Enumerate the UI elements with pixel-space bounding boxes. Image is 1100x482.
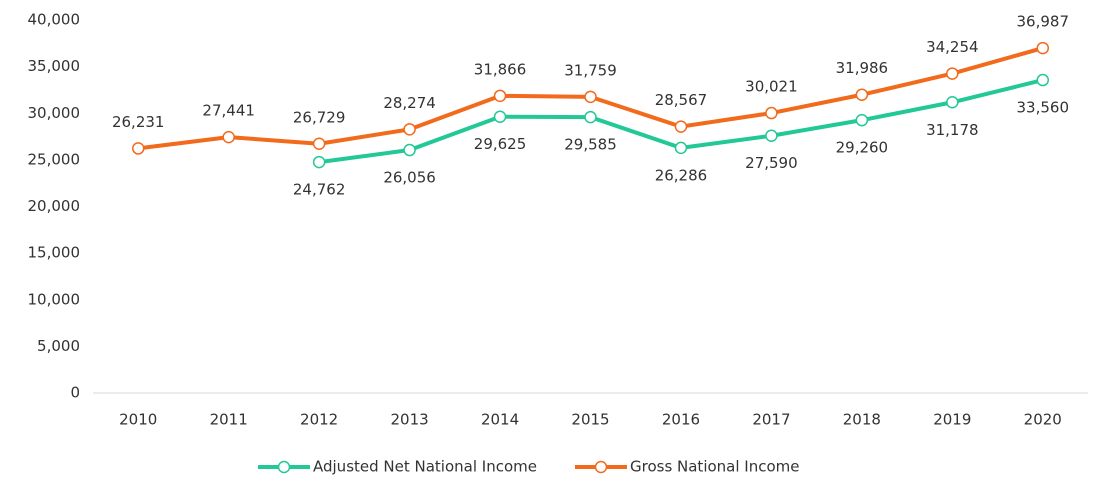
data-point <box>855 88 869 101</box>
data-point <box>1036 41 1050 55</box>
data-point <box>131 142 145 155</box>
y-tick-label: 20,000 <box>28 197 81 215</box>
data-point <box>312 155 326 169</box>
data-point <box>584 90 597 104</box>
data-point <box>674 141 688 155</box>
data-label: 27,441 <box>202 102 255 120</box>
data-label: 26,231 <box>112 113 165 131</box>
data-label: 26,286 <box>655 166 708 184</box>
x-tick-label: 2011 <box>210 411 248 429</box>
data-label: 26,729 <box>293 108 346 126</box>
data-label: 31,178 <box>926 121 979 139</box>
data-point <box>1036 73 1050 87</box>
x-tick-label: 2016 <box>662 411 700 429</box>
data-point <box>222 130 235 144</box>
data-point <box>493 110 507 123</box>
x-tick-label: 2019 <box>933 411 971 429</box>
x-tick-label: 2020 <box>1024 411 1062 429</box>
y-tick-label: 25,000 <box>28 150 81 168</box>
data-label: 29,585 <box>564 136 617 154</box>
legend-marker <box>594 460 608 474</box>
y-tick-label: 10,000 <box>28 290 81 308</box>
data-point <box>403 123 416 136</box>
data-point <box>946 96 959 109</box>
x-tick-label: 2012 <box>300 411 338 429</box>
y-tick-label: 5,000 <box>37 337 80 355</box>
legend-label: Adjusted Net National Income <box>313 458 537 476</box>
data-label: 28,274 <box>383 94 436 112</box>
data-label: 36,987 <box>1017 13 1070 31</box>
data-label: 31,986 <box>836 59 889 77</box>
x-tick-label: 2018 <box>843 411 881 429</box>
data-label: 29,260 <box>836 139 889 157</box>
x-tick-label: 2015 <box>571 411 609 429</box>
data-label: 34,254 <box>926 38 979 56</box>
data-point <box>403 143 416 157</box>
data-point <box>493 89 507 103</box>
data-label: 26,056 <box>383 169 436 187</box>
x-tick-label: 2014 <box>481 411 519 429</box>
data-label: 29,625 <box>474 135 527 153</box>
data-point <box>765 106 778 120</box>
data-label: 31,759 <box>564 61 617 79</box>
legend-marker <box>277 460 291 474</box>
data-label: 24,762 <box>293 181 346 199</box>
data-point <box>765 129 778 142</box>
data-label: 28,567 <box>655 91 708 109</box>
data-point <box>584 110 597 124</box>
data-point <box>855 113 869 127</box>
x-tick-label: 2017 <box>752 411 790 429</box>
x-tick-label: 2010 <box>119 411 157 429</box>
y-tick-label: 0 <box>70 384 80 402</box>
data-point <box>312 137 326 151</box>
data-label: 30,021 <box>745 78 798 96</box>
data-point <box>674 120 688 133</box>
x-tick-label: 2013 <box>390 411 428 429</box>
data-label: 31,866 <box>474 60 527 78</box>
y-tick-label: 30,000 <box>28 104 81 122</box>
data-label: 27,590 <box>745 154 798 172</box>
data-label: 33,560 <box>1017 99 1070 117</box>
y-tick-label: 15,000 <box>28 244 81 262</box>
data-point <box>946 67 959 80</box>
y-tick-label: 40,000 <box>28 11 81 29</box>
legend-label: Gross National Income <box>630 458 800 476</box>
y-tick-label: 35,000 <box>28 57 81 75</box>
